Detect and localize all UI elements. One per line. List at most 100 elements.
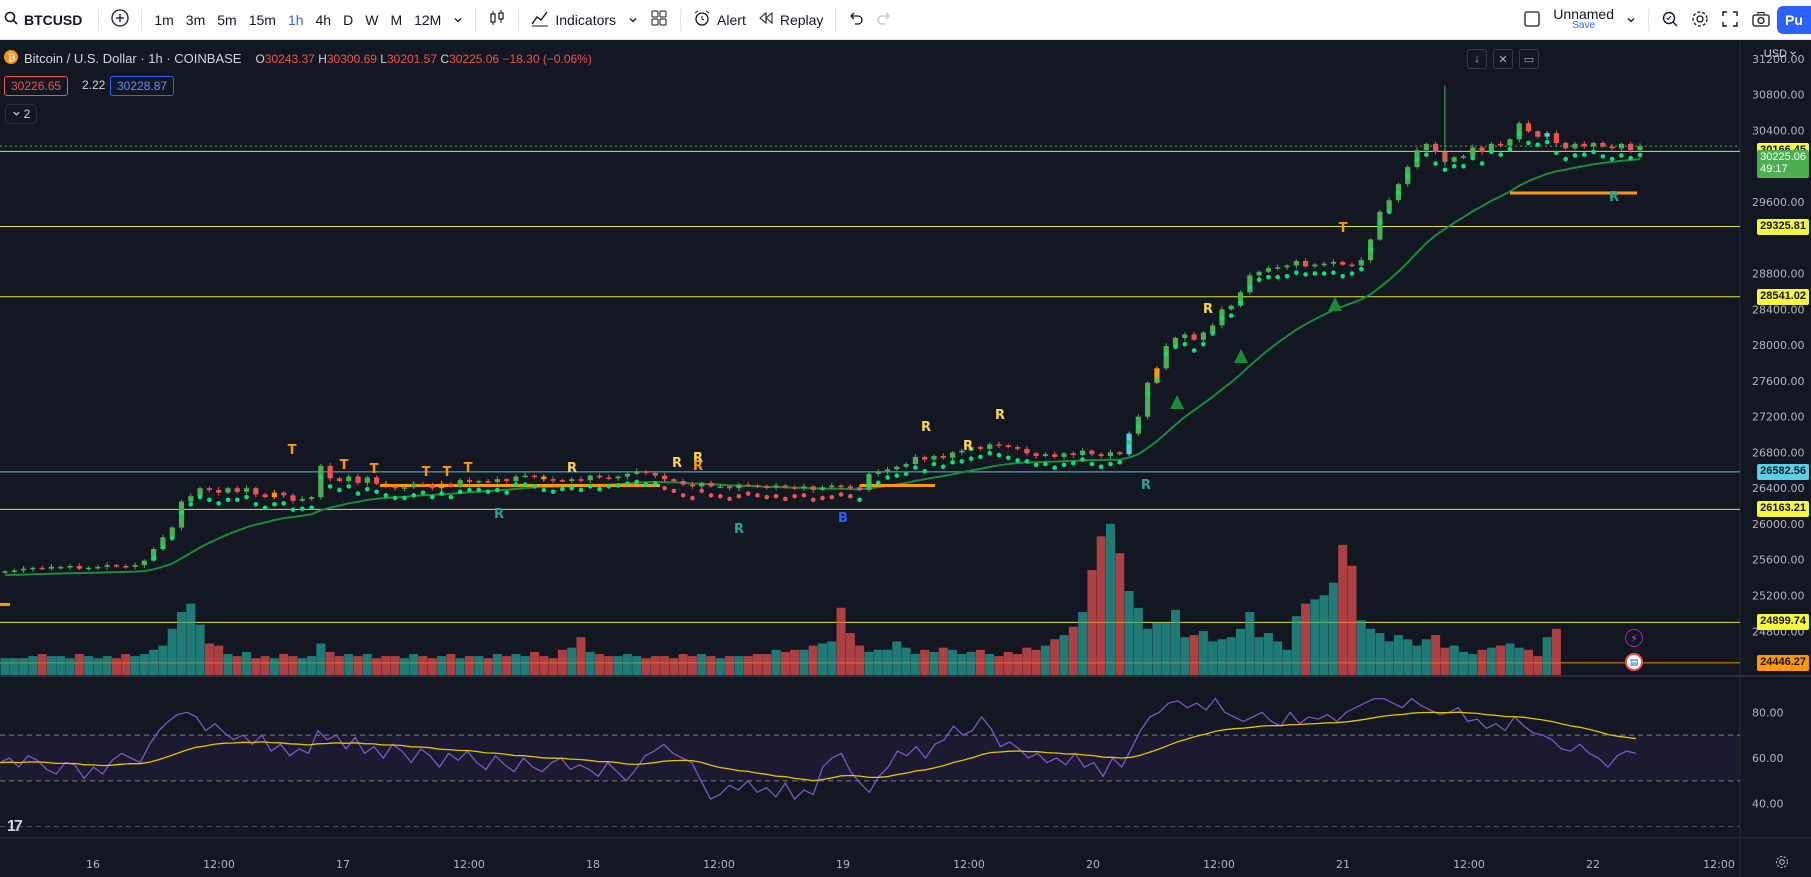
snapshot-button[interactable] (1745, 5, 1777, 35)
alert-button[interactable]: Alert (687, 5, 752, 35)
quick-search-button[interactable] (1655, 5, 1685, 35)
indicators-dropdown-button[interactable] (622, 5, 644, 35)
bid-price-box[interactable]: 30226.65 (4, 76, 69, 96)
indicators-button[interactable]: Indicators (525, 5, 622, 35)
interval-M[interactable]: M (390, 11, 403, 28)
candle-body (1089, 450, 1095, 455)
replay-button[interactable]: Replay (752, 5, 830, 35)
lightning-event-icon[interactable]: ⚡ (1625, 629, 1643, 647)
candle-body (113, 565, 120, 567)
chart-type-button[interactable] (482, 5, 512, 35)
interval-W[interactable]: W (365, 11, 379, 28)
volume-bar (1347, 565, 1357, 675)
publish-button[interactable]: Pu (1777, 6, 1811, 34)
candle-body (1516, 123, 1522, 140)
indicators-collapse-button[interactable]: 2 (5, 104, 37, 124)
candle-body (392, 486, 398, 489)
candle-body (1637, 146, 1643, 151)
buy-triangle (1328, 297, 1342, 311)
trail-dot (1173, 344, 1178, 350)
volume-bar (557, 649, 567, 675)
symbol-title[interactable]: Bitcoin / U.S. Dollar · 1h · COINBASE (24, 51, 242, 66)
layouts-button[interactable] (644, 5, 674, 35)
trail-dot (662, 485, 667, 491)
candle-body (1080, 450, 1086, 456)
layout-name-button[interactable]: Unnamed Save (1547, 5, 1620, 35)
candle-body (104, 565, 110, 567)
trail-dot (1359, 266, 1364, 272)
trail-dot (1563, 156, 1568, 162)
candle-body (1172, 337, 1179, 346)
maximize-pane-button[interactable]: ▭ (1519, 49, 1539, 69)
volume-bar (1152, 622, 1162, 675)
trail-dot (151, 555, 156, 561)
signal-letter: R (567, 461, 577, 476)
interval-15m[interactable]: 15m (248, 11, 276, 28)
trail-dot (1275, 274, 1280, 280)
ask-price-box[interactable]: 30228.87 (110, 76, 175, 96)
interval-3m[interactable]: 3m (185, 11, 206, 28)
chevron-down-icon (1626, 12, 1636, 28)
us-flag-event-icon[interactable]: ▤ (1625, 653, 1643, 671)
trail-dot (755, 493, 760, 498)
interval-12M[interactable]: 12M (414, 11, 442, 28)
candle-body (977, 447, 984, 449)
close-pane-button[interactable]: ✕ (1493, 49, 1513, 69)
volume-bar (548, 658, 558, 675)
volume-bar (1040, 645, 1050, 675)
candle-body (457, 480, 463, 487)
interval-dropdown-button[interactable] (447, 5, 469, 35)
settings-button[interactable] (1685, 5, 1715, 35)
candle-body (736, 484, 742, 489)
trail-dot (1247, 284, 1253, 290)
volume-bar (1505, 643, 1515, 675)
volume-bar (1013, 654, 1023, 675)
level-price-tag: 26163.21 (1757, 501, 1809, 518)
alert-label: Alert (717, 11, 746, 28)
volume-bar (1031, 649, 1041, 675)
layout-dropdown-button[interactable] (1620, 5, 1642, 35)
chevron-down-icon (628, 12, 638, 28)
time-axis-settings-button[interactable] (1775, 855, 1789, 874)
volume-bar (725, 656, 735, 675)
redo-button[interactable] (870, 5, 898, 35)
trail-dot (1238, 300, 1243, 306)
trail-dot (1414, 157, 1420, 163)
candle-body (411, 483, 417, 488)
candle-body (429, 484, 435, 489)
interval-D[interactable]: D (343, 11, 354, 28)
undo-button[interactable] (842, 5, 870, 35)
interval-1h[interactable]: 1h (287, 11, 304, 28)
interval-5m[interactable]: 5m (217, 11, 237, 28)
trail-dot (587, 484, 593, 489)
volume-bar (836, 607, 846, 675)
compare-symbol-button[interactable] (105, 5, 135, 35)
candle-body (727, 486, 733, 489)
candle-body (1042, 454, 1049, 456)
rsi-pane (0, 734, 1740, 828)
volume-bar (1050, 639, 1060, 675)
trail-dot (634, 479, 640, 485)
scroll-down-button[interactable]: ↓ (1467, 49, 1487, 69)
fullscreen-button[interactable] (1715, 5, 1745, 35)
candle-body (243, 488, 250, 492)
volume-bar (1236, 628, 1246, 675)
volume-bar (1133, 607, 1143, 675)
trail-dot (996, 452, 1002, 458)
tradingview-logo-icon[interactable]: 17 (7, 818, 23, 835)
trail-dot (1572, 153, 1578, 158)
signal-letter: T (443, 465, 452, 480)
currency-selector[interactable]: USD (1764, 48, 1797, 60)
trail-dot (1145, 391, 1150, 396)
volume-bar (158, 645, 168, 675)
volume-bar (994, 656, 1004, 675)
symbol-search-button[interactable]: BTCUSD (0, 0, 92, 39)
interval-1m[interactable]: 1m (154, 11, 174, 28)
signal-letter: T (288, 443, 297, 458)
volume-bar (938, 647, 948, 675)
interval-4h[interactable]: 4h (315, 11, 332, 28)
candle-body (931, 455, 937, 460)
layout-checkbox[interactable] (1517, 5, 1547, 35)
trail-dot (513, 482, 519, 487)
